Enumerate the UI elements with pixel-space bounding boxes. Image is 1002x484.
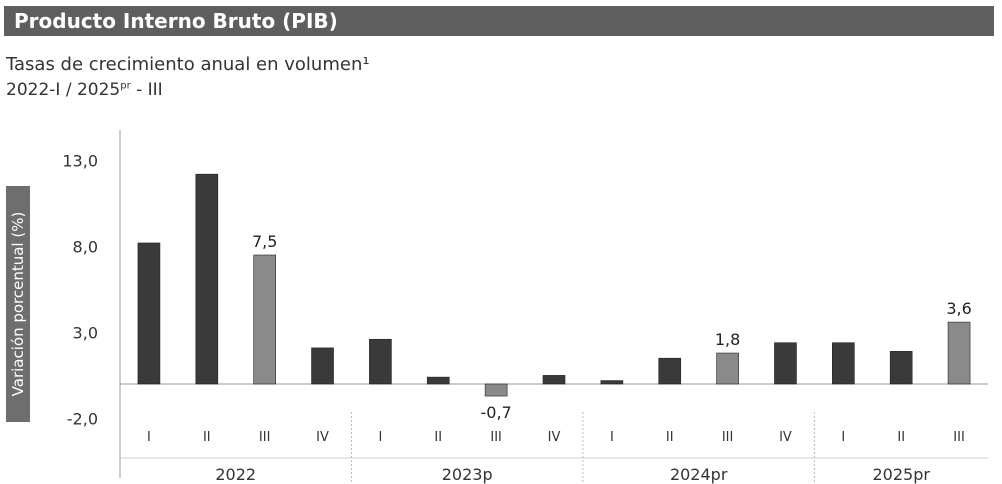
bar (658, 357, 682, 385)
period-start: 2022-I / 2025 (6, 80, 121, 100)
x-tick-label: III (722, 430, 734, 445)
data-label: 7,5 (252, 232, 277, 251)
chart-title: Producto Interno Bruto (PIB) (14, 9, 338, 33)
x-tick-label: IV (316, 430, 329, 445)
x-tick-label: I (841, 430, 845, 445)
data-label: -0,7 (481, 403, 512, 422)
bar (253, 254, 276, 385)
y-tick-label: 13,0 (62, 151, 98, 170)
x-tick-label: II (434, 430, 442, 445)
bar (600, 380, 624, 385)
bar (889, 351, 913, 385)
x-tick-label: III (490, 430, 502, 445)
y-tick-label: 8,0 (73, 237, 98, 256)
data-label: 1,8 (715, 330, 740, 349)
x-tick-label: I (610, 430, 614, 445)
bar (774, 342, 797, 385)
y-tick-label: 3,0 (73, 323, 98, 342)
x-tick-label: II (897, 430, 905, 445)
bar (426, 376, 450, 385)
x-tick-label: III (259, 430, 271, 445)
x-tick-label: IV (779, 430, 792, 445)
x-tick-label: II (666, 430, 674, 445)
bar (716, 352, 739, 385)
bar (195, 173, 219, 385)
x-tick-label: I (378, 430, 382, 445)
period-end: - III (130, 80, 163, 100)
y-tick-label: -2,0 (67, 409, 98, 428)
group-label: 2022 (215, 465, 256, 484)
chart-period: 2022-I / 2025pr - III (6, 80, 163, 100)
data-label: 3,6 (946, 299, 971, 318)
chart-subtitle: Tasas de crecimiento anual en volumen¹ (6, 54, 370, 75)
group-label: 2025pr (872, 465, 930, 484)
x-tick-label: IV (548, 430, 561, 445)
bar (947, 321, 971, 385)
x-tick-label: III (953, 430, 965, 445)
y-axis-label-box: Variación porcentual (%) (6, 186, 30, 422)
bar (832, 342, 855, 385)
group-label: 2024pr (670, 465, 728, 484)
bar (369, 338, 392, 385)
bar (137, 242, 161, 385)
title-bar: Producto Interno Bruto (PIB) (4, 6, 994, 36)
x-tick-label: II (203, 430, 211, 445)
bar (542, 375, 566, 385)
x-tick-label: I (147, 430, 151, 445)
group-label: 2023p (442, 465, 493, 484)
bar (484, 383, 508, 397)
period-superscript: pr (120, 80, 131, 92)
bar (311, 347, 334, 385)
